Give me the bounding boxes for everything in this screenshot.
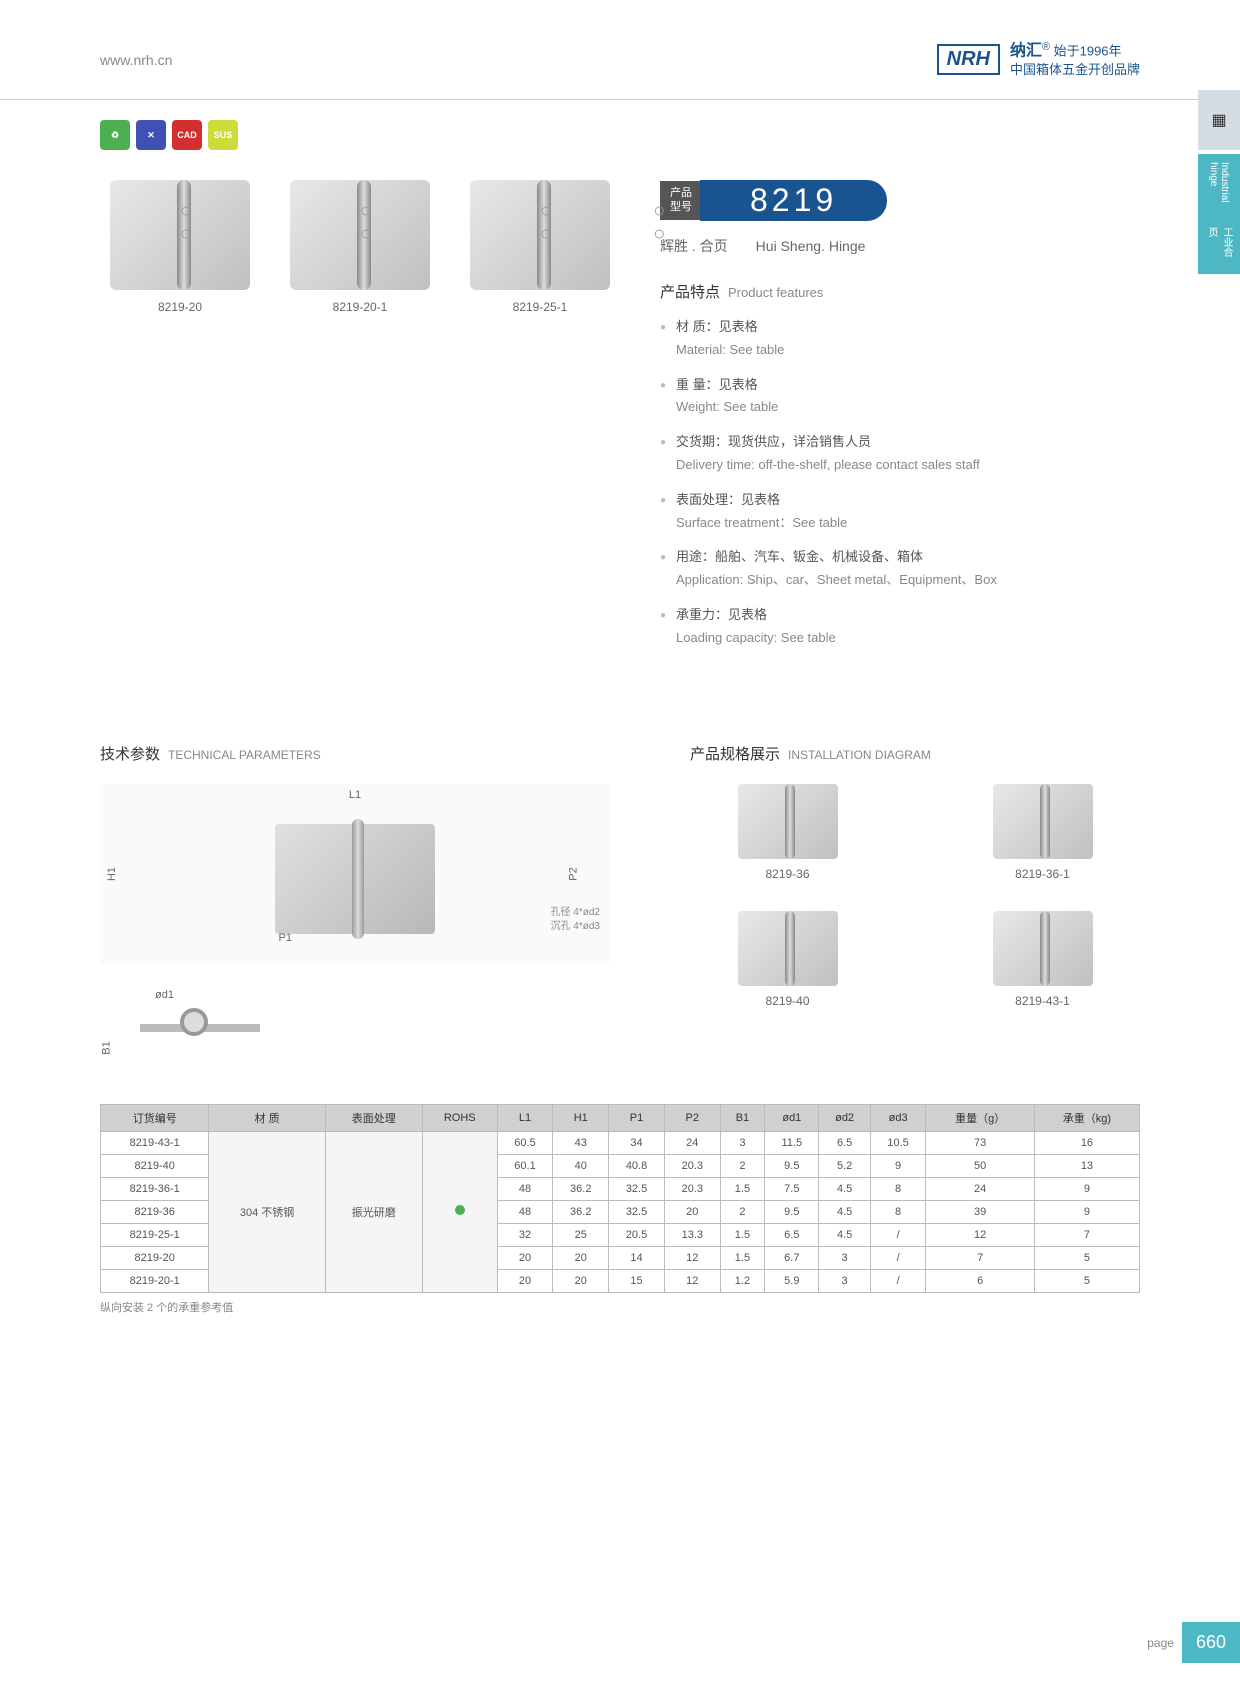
logo-mark: NRH [937,44,1000,75]
product-image [290,180,430,290]
side-diagram: ød1 B1 [100,984,610,1064]
product-images: 8219-20 8219-20-1 8219-25-1 [100,180,620,314]
product-label: 8219-20-1 [290,300,430,314]
product-image [470,180,610,290]
brand-since: 始于1996年 [1054,43,1122,58]
side-tab-icon: ▦ [1198,90,1240,150]
model-name: 辉胜 . 合页 Hui Sheng. Hinge [660,236,1140,256]
brand-tagline: 中国箱体五金开创品牌 [1010,62,1140,79]
badge-blue: ✕ [136,120,166,150]
product-image [110,180,250,290]
spec-table: 订货编号材 质表面处理ROHSL1H1P1P2B1ød1ød2ød3重量（g）承… [100,1104,1140,1315]
side-tab-label: Industrial hinge 工业合页 [1198,154,1240,274]
install-title: 产品规格展示INSTALLATION DIAGRAM [690,743,1140,764]
brand-name: 纳汇 [1010,42,1042,59]
features-title: 产品特点Product features [660,281,1140,302]
badge-green: ♻ [100,120,130,150]
install-grid: 8219-368219-36-18219-408219-43-1 [690,784,1140,1008]
website-url: www.nrh.cn [100,52,172,68]
product-label: 8219-20 [110,300,250,314]
table-note: 纵向安装 2 个的承重参考值 [100,1299,1140,1315]
logo-area: NRH 纳汇® 始于1996年 中国箱体五金开创品牌 [937,40,1140,79]
badge-cad: CAD [172,120,202,150]
model-number: 8219 [700,180,887,221]
page-footer: page 660 [1147,1622,1240,1663]
badge-sus: SUS [208,120,238,150]
tech-title: 技术参数TECHNICAL PARAMETERS [100,743,610,764]
model-header: 产品型号 8219 [660,180,1140,221]
feature-badges: ♻ ✕ CAD SUS [100,120,1140,150]
side-tabs: ▦ Industrial hinge 工业合页 [1198,90,1240,278]
page-number: 660 [1182,1622,1240,1663]
features-list: 材 质：见表格Material: See table重 量：见表格Weight:… [660,317,1140,649]
technical-diagram: L1 H1 P2 P1 孔径 4*ød2沉孔 4*ød3 [100,784,610,964]
product-label: 8219-25-1 [470,300,610,314]
